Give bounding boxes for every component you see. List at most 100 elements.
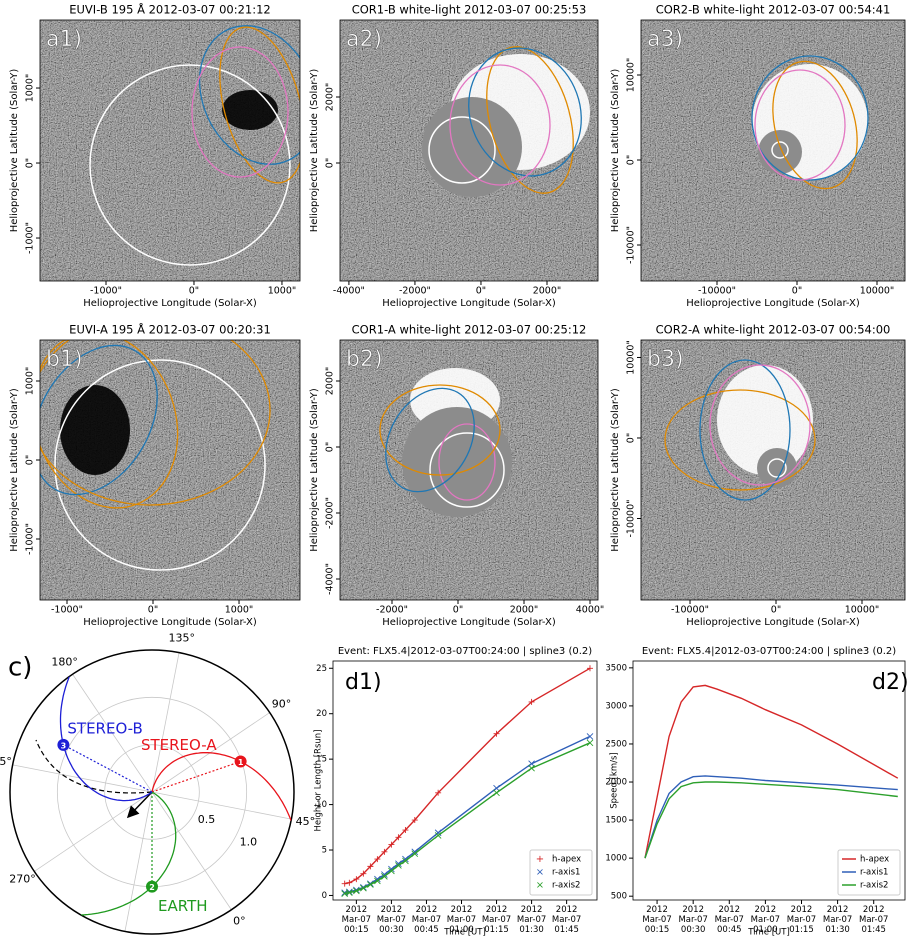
y-axis-label: Helioprojective Latitude (Solar-Y) [9,69,20,233]
cme-extent [35,739,153,794]
model-outline [486,46,574,194]
x-tick-label: 1000" [225,605,254,616]
y-tick-label: -1000" [25,523,36,555]
solar-limb [771,141,789,159]
spacecraft-name: EARTH [158,897,208,915]
x-tick-label: -2000" [376,605,408,616]
x-axis-label: Helioprojective Longitude (Solar-X) [686,298,860,309]
x-tick-label: 0" [792,286,802,297]
panel-title: COR2-A white-light 2012-03-07 00:54:00 [656,323,891,337]
x-tick-label: 2012 Mar-07 01:45 [551,905,582,935]
parker-spiral [151,752,292,821]
x-tick-label: 2000" [533,286,562,297]
y-tick-label: 2000" [325,367,336,396]
data-point [388,867,395,875]
x-tick-label: 2012 Mar-07 01:00 [446,905,477,935]
data-point [381,848,388,855]
y-tick-label: 1000" [25,74,36,103]
x-tick-label: 4000" [576,605,605,616]
data-point [367,881,374,888]
x-tick-label: -4000" [333,286,365,297]
angular-tick-label: 90° [272,698,292,711]
image [40,340,300,600]
angular-grid-line [151,791,292,820]
data-point [493,730,500,737]
data-point [586,739,594,747]
panel-title: EUVI-A 195 Å 2012-03-07 00:20:31 [69,322,271,337]
model-outline [191,46,289,178]
legend-box [529,849,593,896]
data-point [341,880,348,887]
spacecraft-name: STEREO-B [67,719,142,737]
radial-tick-label: 0.5 [198,813,216,826]
data-point [411,848,419,856]
panel-label: b1) [46,347,83,372]
y-tick-label: 5 [322,846,327,856]
legend-symbol: × [536,880,544,891]
cme-region [60,385,130,475]
panel-label: c) [8,653,32,683]
data-point [586,665,593,672]
spacecraft-marker [57,738,70,751]
x-tick-label: 2012 Mar-07 00:45 [411,905,442,935]
x-tick-label: 0" [453,605,463,616]
x-axis-label: Helioprojective Longitude (Solar-X) [686,617,860,628]
plot-frame [640,339,906,601]
data-point [346,889,353,897]
y-tick-label: 20 [316,709,327,719]
model-outline [468,47,582,177]
series-line [644,684,899,859]
y-tick-label: 0" [325,442,336,452]
legend-label: h-apex [860,855,889,865]
legend-label: r-axis1 [860,868,888,878]
data-point [402,857,409,865]
y-tick-label: -2000" [325,497,336,529]
data-point [528,698,535,705]
x-tick-label: -1000" [90,286,122,297]
image-noise [40,20,300,281]
y-axis-label: Height or Length [Rsun] [314,730,324,832]
solar-limb [767,458,787,478]
y-tick-label: 2000" [325,83,336,112]
x-tick-label: 0" [189,286,199,297]
x-tick-label: -10000" [671,605,709,616]
model-outline [709,364,811,486]
angular-grid-line [12,764,153,793]
solar-limb [428,116,496,184]
solar-limb [54,359,266,571]
spacecraft-name: STEREO-A [141,736,217,754]
y-tick-label: 10000" [626,340,637,375]
x-axis-label: Helioprojective Longitude (Solar-X) [382,617,556,628]
chart-title: Event: FLX5.4|2012-03-07T00:24:00 | spli… [642,646,896,657]
data-point [353,887,360,895]
model-outline [772,60,858,190]
model-outline [198,25,300,165]
y-tick-label: 2500 [605,739,627,749]
model-outline [754,69,846,181]
data-point [374,877,381,885]
plot-frame [632,660,906,901]
y-tick-label: 1000" [25,367,36,396]
radial-tick-label: 1.0 [240,835,257,848]
x-tick-label: 2012 Mar-07 01:45 [859,905,889,935]
y-tick-label: 3000 [605,701,627,711]
data-point [381,871,388,878]
legend-symbol: × [536,867,544,878]
plot-frame [39,339,301,601]
image [641,20,905,281]
data-point [411,850,419,857]
x-tick-label: 2012 Mar-07 00:45 [714,905,744,935]
angular-tick-label: 180° [51,656,78,669]
model-outline [699,359,791,501]
x-axis-label: Time [UT] [747,928,790,938]
x-tick-label: 0" [476,286,486,297]
radial-grid-line [104,744,200,840]
angular-tick-label: 270° [9,872,36,885]
plot-frame [339,19,599,282]
y-tick-label: 0" [325,158,336,168]
data-point [346,879,353,886]
panel-label: a3) [647,27,683,52]
panel-label: a1) [46,27,82,52]
